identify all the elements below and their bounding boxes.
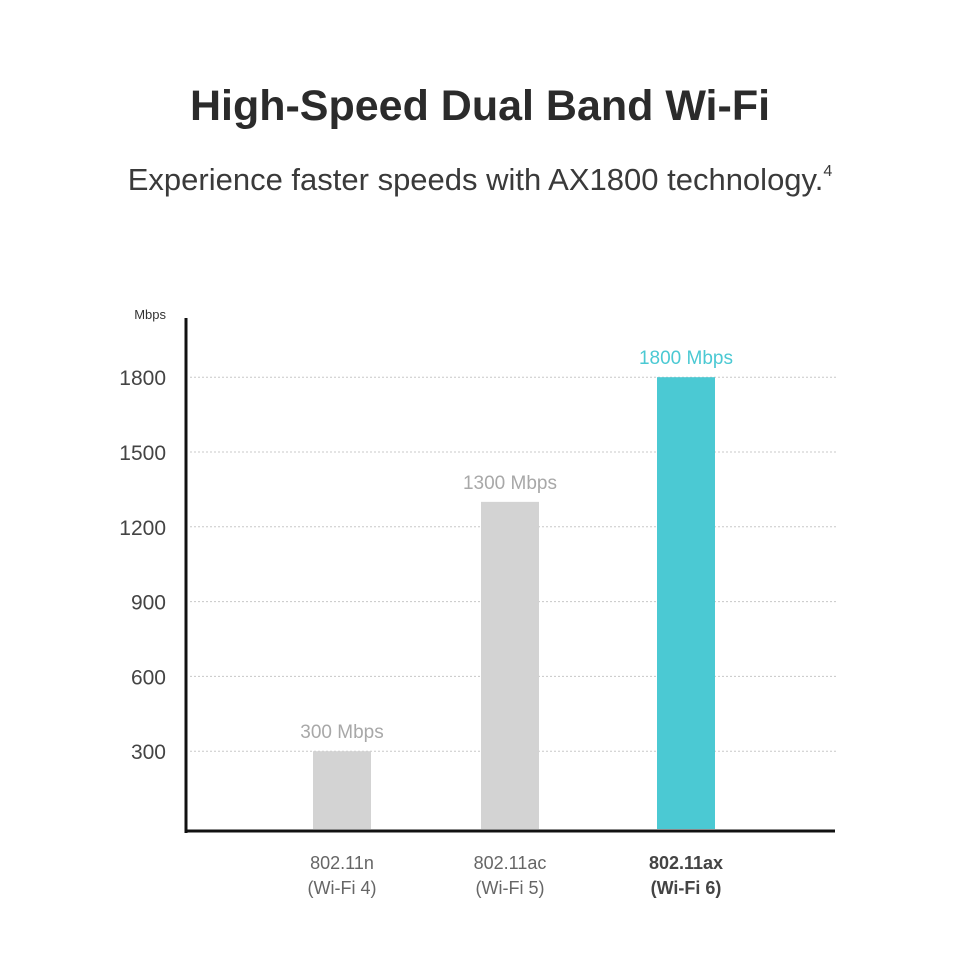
bar-0 [313, 751, 371, 829]
y-axis-unit-label: Mbps [134, 307, 166, 322]
page-subtitle: Experience faster speeds with AX1800 tec… [0, 162, 960, 198]
x-tick-sublabel: (Wi-Fi 5) [476, 878, 545, 898]
x-tick-label: 802.11ac [474, 853, 547, 873]
bar-2 [657, 377, 715, 829]
subtitle-text: Experience faster speeds with AX1800 tec… [127, 162, 824, 197]
x-tick-sublabel: (Wi-Fi 4) [308, 878, 377, 898]
data-label: 1800 Mbps [639, 348, 733, 369]
y-tick-label: 1500 [119, 442, 166, 465]
y-tick-label: 1200 [119, 517, 166, 540]
y-tick-label: 1800 [119, 367, 166, 390]
data-label: 1300 Mbps [463, 473, 557, 494]
data-label: 300 Mbps [300, 722, 383, 743]
x-tick-sublabel: (Wi-Fi 6) [651, 878, 722, 898]
bar-1 [481, 501, 539, 829]
x-tick-label: 802.11ax [649, 853, 723, 873]
y-tick-label: 300 [131, 741, 166, 764]
page-title: High-Speed Dual Band Wi-Fi [189, 82, 771, 130]
x-tick-label: 802.11n [310, 853, 374, 873]
footnote-marker: 4 [823, 163, 833, 180]
y-tick-label: 900 [131, 592, 166, 615]
y-tick-label: 600 [131, 666, 166, 689]
